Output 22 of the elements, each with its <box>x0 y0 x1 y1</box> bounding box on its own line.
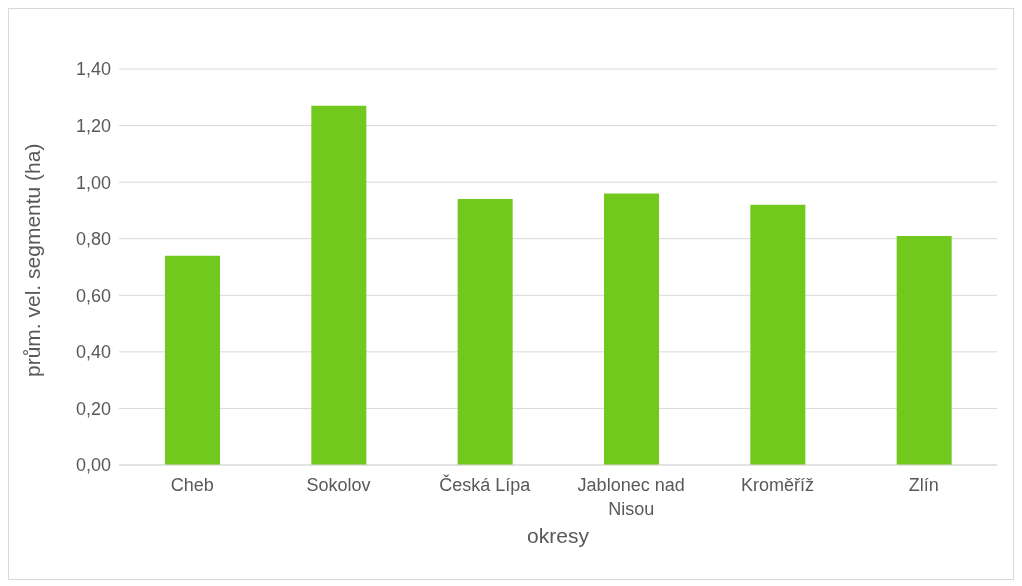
y-tick-label: 1,40 <box>75 59 111 80</box>
x-tick-label: Cheb <box>170 475 214 495</box>
y-tick-label: 1,00 <box>75 172 111 193</box>
y-axis-title: prům. vel. segmentu (ha) <box>21 143 45 377</box>
bar <box>896 235 952 465</box>
x-tick-label: Sokolov <box>306 475 371 495</box>
bar <box>457 199 513 465</box>
y-tick-label: 1,20 <box>75 115 111 136</box>
x-tick-label: Zlín <box>908 475 939 495</box>
bar <box>311 105 367 465</box>
y-tick-label: 0,80 <box>75 229 111 250</box>
x-tick-label: Česká Lípa <box>439 474 532 495</box>
bar <box>165 255 220 465</box>
x-axis-title: okresy <box>527 524 590 547</box>
y-tick-label: 0,00 <box>75 455 111 476</box>
y-tick-label: 0,60 <box>75 285 111 306</box>
y-tick-label: 0,20 <box>75 398 111 419</box>
x-tick-label: Jablonec nad Nisou <box>577 475 685 519</box>
bar <box>750 204 806 465</box>
bar <box>604 193 659 465</box>
x-tick-label: Kroměříž <box>740 475 815 495</box>
y-tick-label: 0,40 <box>75 342 111 363</box>
